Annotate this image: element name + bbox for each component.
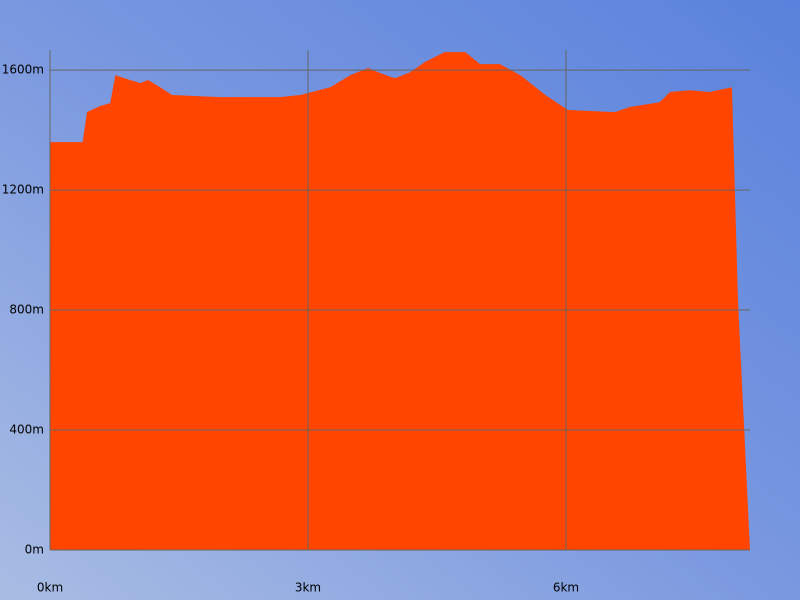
x-tick-label: 6km <box>553 581 579 595</box>
y-tick-label: 1600m <box>2 63 44 77</box>
x-tick-label: 3km <box>295 581 321 595</box>
elevation-area <box>50 52 750 550</box>
y-tick-label: 1200m <box>2 183 44 197</box>
plot-area: 0m 400m 800m 1200m 1600m 0km 3km 6km <box>2 50 750 595</box>
y-tick-label: 800m <box>9 303 44 317</box>
y-tick-label: 400m <box>9 423 44 437</box>
y-tick-label: 0m <box>25 543 44 557</box>
x-tick-label: 0km <box>37 581 63 595</box>
